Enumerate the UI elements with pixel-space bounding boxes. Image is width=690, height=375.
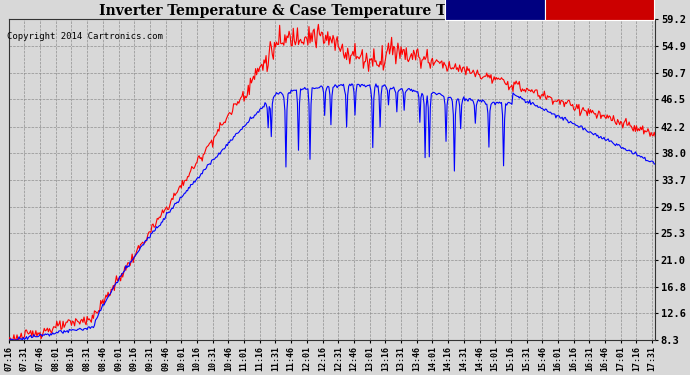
- Title: Inverter Temperature & Case Temperature Tue Mar 4 17:39: Inverter Temperature & Case Temperature …: [99, 4, 564, 18]
- Text: Inverter  (°C): Inverter (°C): [547, 9, 622, 18]
- Text: Case  (°C): Case (°C): [447, 9, 501, 18]
- Text: Copyright 2014 Cartronics.com: Copyright 2014 Cartronics.com: [7, 32, 163, 41]
